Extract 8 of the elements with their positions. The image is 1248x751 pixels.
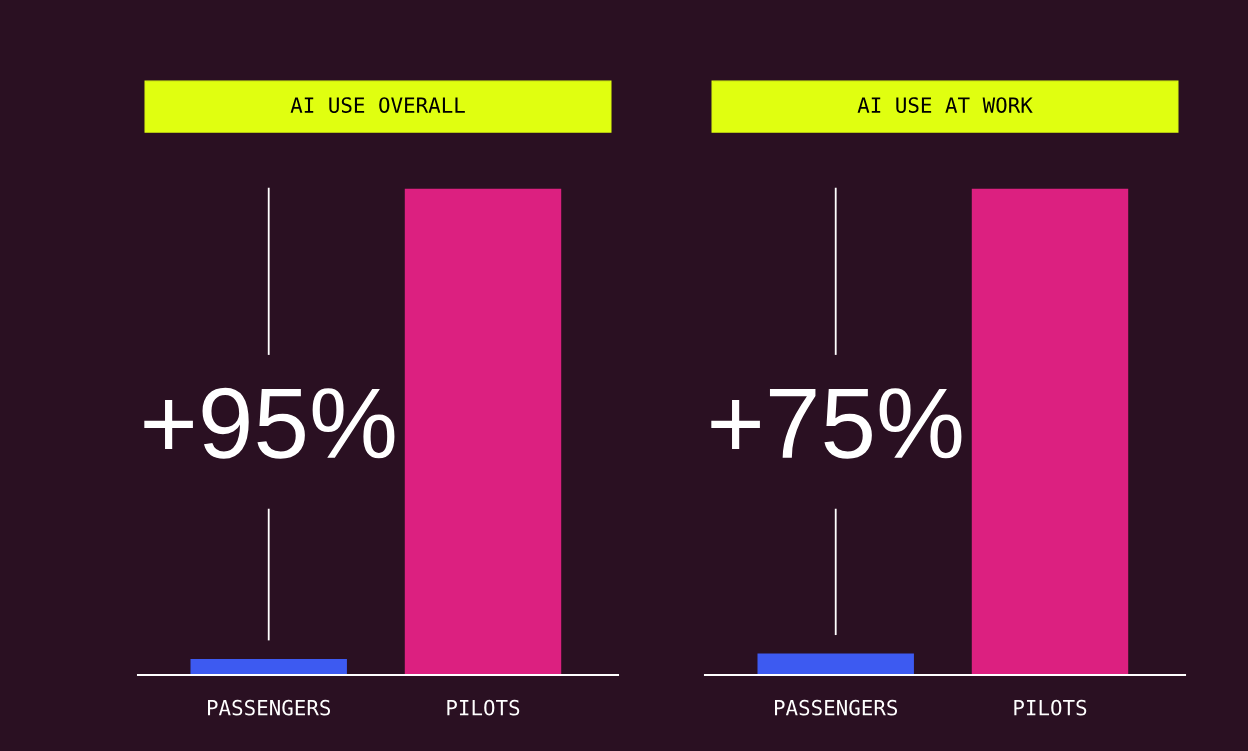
x-tick-label: PASSENGERS — [775, 699, 898, 716]
annotation: +75% — [711, 388, 962, 459]
x-tick-label: PILOTS — [447, 699, 520, 716]
chart-title: AI USE OVERALL — [290, 97, 465, 113]
x-tick-label: PILOTS — [1014, 699, 1087, 716]
chart-title: AI USE AT WORK — [857, 97, 1033, 113]
x-tick-label: PASSENGERS — [208, 699, 331, 716]
annotation: +95% — [144, 387, 395, 459]
